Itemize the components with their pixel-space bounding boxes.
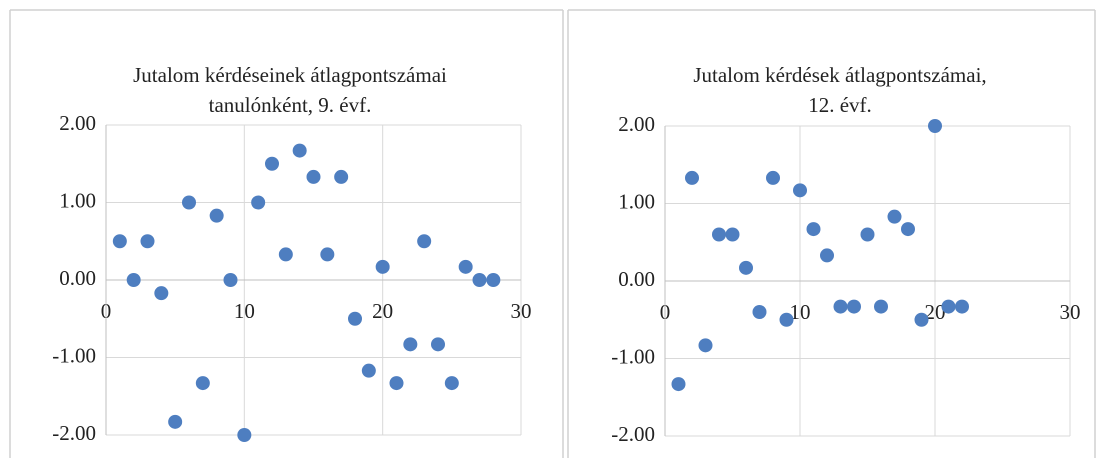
y-tick-label: -1.00 <box>52 343 96 367</box>
y-tick-label: -2.00 <box>52 421 96 445</box>
x-tick-label: 20 <box>372 299 393 323</box>
data-point <box>431 337 445 352</box>
chart-title: tanulónként, 9. évf. <box>209 93 372 117</box>
chart-title: 12. évf. <box>808 93 872 117</box>
data-point <box>874 299 888 314</box>
data-point <box>901 222 915 237</box>
data-point <box>847 299 861 314</box>
data-point <box>168 414 183 429</box>
y-tick-label: 1.00 <box>59 188 96 212</box>
data-point <box>779 312 794 327</box>
data-point <box>154 286 169 301</box>
data-point <box>941 299 956 314</box>
chart-title: Jutalom kérdéseinek átlagpontszámai <box>133 63 447 87</box>
x-tick-label: 10 <box>790 300 811 324</box>
data-point <box>306 169 321 184</box>
data-point <box>140 234 155 249</box>
data-point <box>685 170 699 185</box>
y-tick-label: 1.00 <box>618 189 655 213</box>
data-point <box>389 376 404 391</box>
x-tick-label: 30 <box>1060 300 1081 324</box>
x-tick-label: 20 <box>925 300 946 324</box>
data-point <box>348 311 362 326</box>
data-point <box>209 208 224 223</box>
y-tick-label: 0.00 <box>59 266 96 290</box>
data-point <box>486 273 501 287</box>
data-point <box>278 247 293 262</box>
data-point <box>739 260 753 275</box>
y-tick-label: -1.00 <box>611 344 655 368</box>
x-tick-label: 30 <box>511 299 532 323</box>
y-tick-label: 2.00 <box>618 112 655 136</box>
data-point <box>806 222 821 237</box>
data-point <box>292 143 307 158</box>
data-point <box>712 227 726 242</box>
chart-title: Jutalom kérdések átlagpontszámai, <box>693 63 986 87</box>
data-point <box>833 299 848 314</box>
y-tick-label: 0.00 <box>618 267 655 291</box>
data-point <box>671 377 686 392</box>
data-point <box>766 170 780 185</box>
data-point <box>223 273 238 287</box>
data-point <box>820 248 834 263</box>
data-point <box>887 209 902 224</box>
data-point <box>698 338 713 353</box>
y-tick-label: -2.00 <box>611 422 655 446</box>
data-point <box>361 363 376 378</box>
data-point <box>752 305 767 319</box>
data-point <box>265 156 279 171</box>
data-point <box>375 259 390 274</box>
x-tick-label: 10 <box>234 299 255 323</box>
data-point <box>444 376 459 391</box>
y-tick-label: 2.00 <box>59 111 96 135</box>
data-point <box>237 428 252 442</box>
data-point <box>417 234 432 249</box>
data-point <box>928 119 942 133</box>
data-point <box>793 183 807 198</box>
data-point <box>320 247 335 262</box>
data-point <box>472 273 487 287</box>
data-point <box>251 195 266 210</box>
data-point <box>112 234 127 249</box>
data-point <box>458 259 473 274</box>
data-point <box>725 227 740 242</box>
data-point <box>126 273 141 287</box>
data-point <box>182 195 196 210</box>
data-point <box>334 169 349 184</box>
data-point <box>195 376 210 391</box>
data-point <box>860 227 875 242</box>
data-point <box>914 312 929 327</box>
data-point <box>403 337 418 352</box>
data-point <box>955 299 969 314</box>
